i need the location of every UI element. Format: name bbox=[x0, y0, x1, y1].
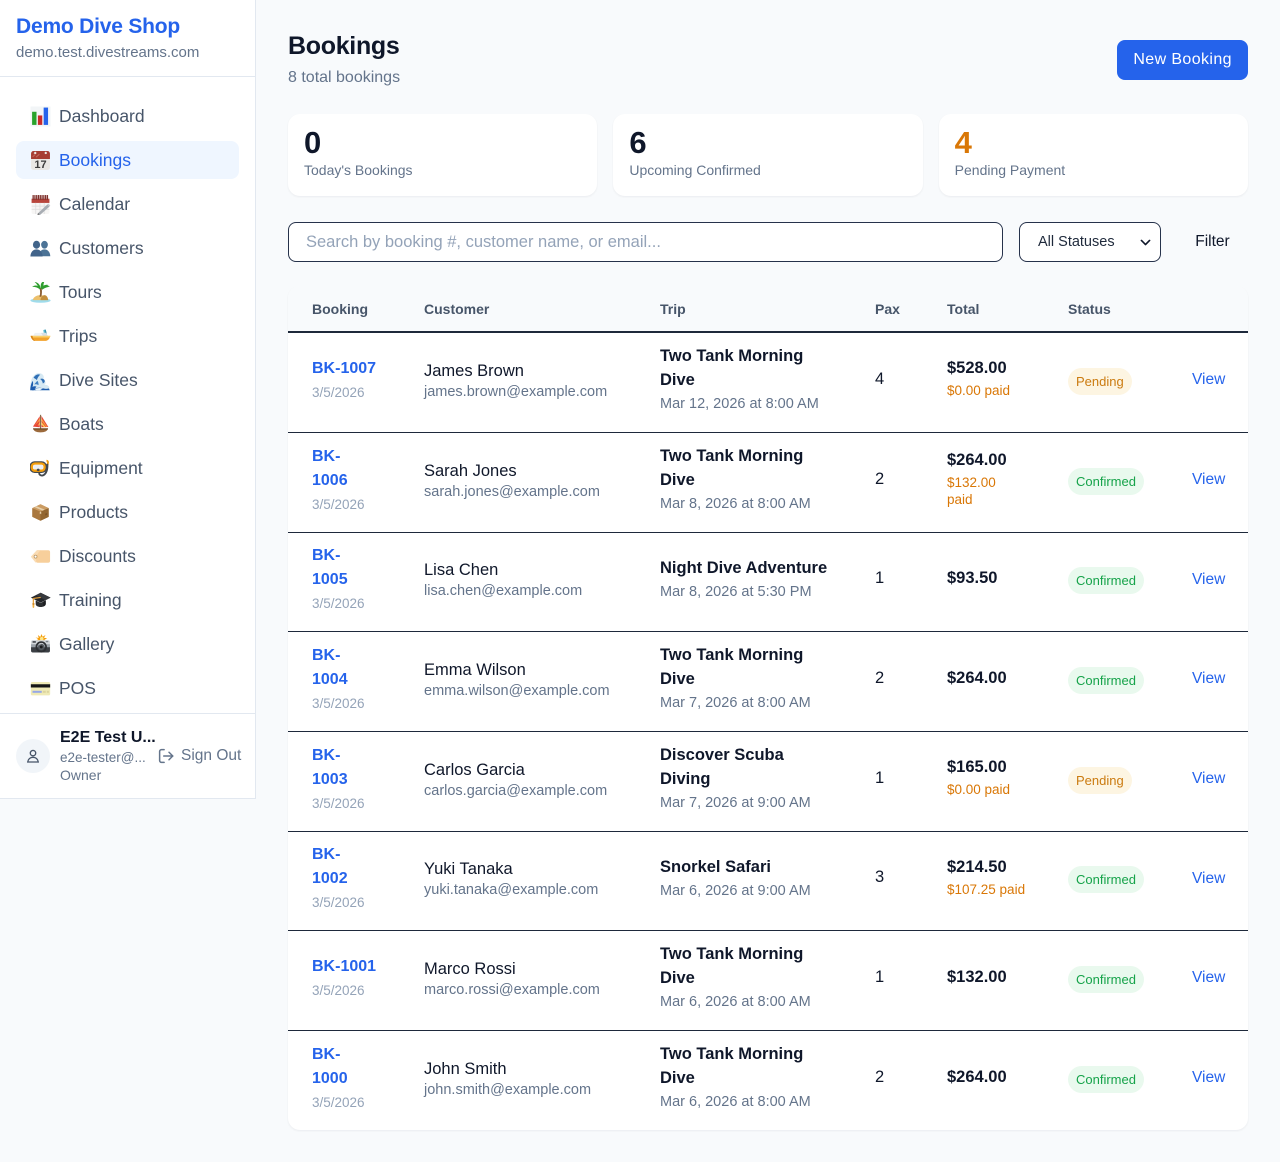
svg-text:17: 17 bbox=[34, 158, 46, 170]
